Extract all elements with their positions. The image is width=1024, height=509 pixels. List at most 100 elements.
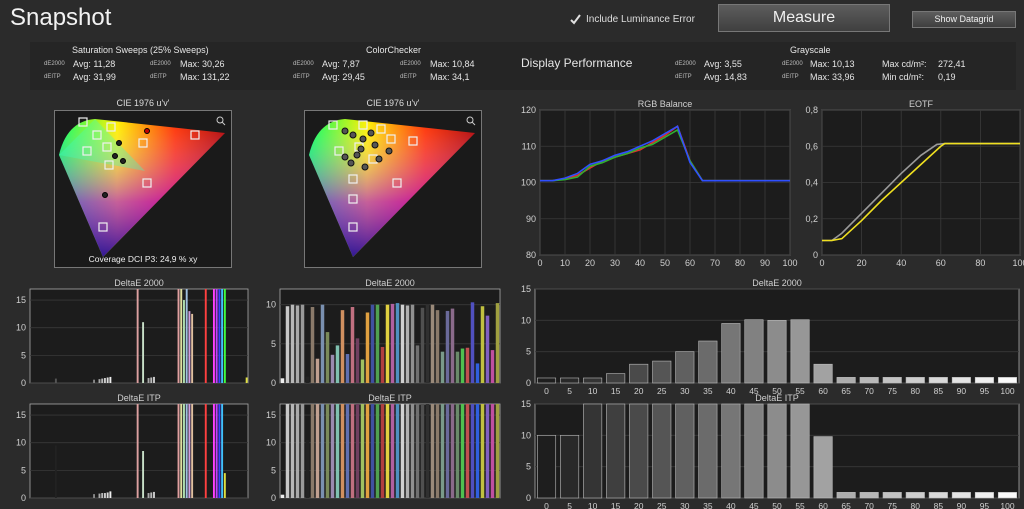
- grayitp-ytick: 15: [521, 399, 531, 409]
- satitp-bar: [54, 445, 57, 498]
- eotf-xtick: 60: [936, 258, 946, 268]
- colorchecker-title: ColorChecker: [366, 45, 422, 55]
- rgb-xtick: 10: [560, 258, 570, 268]
- ccitp-ytick: 10: [266, 438, 276, 448]
- rgb-title: RGB Balance: [638, 99, 693, 109]
- gray2000-xtick: 55: [795, 386, 805, 396]
- gray2000-bar: [859, 377, 879, 384]
- grayscale-avg-itp: Avg: 14,83: [704, 72, 747, 82]
- cc2000-bar: [350, 307, 355, 383]
- ccitp-ytick: 5: [271, 465, 276, 475]
- grayitp-bar: [813, 436, 833, 499]
- ccitp-bar: [480, 404, 485, 498]
- grayitp-bar: [698, 403, 718, 499]
- saturation-de2000-label: dE2000: [44, 61, 65, 67]
- eotf-xtick: 20: [857, 258, 867, 268]
- ccitp-bar: [380, 404, 385, 498]
- sat2000-bar: [188, 311, 191, 383]
- rgb-xtick: 90: [760, 258, 770, 268]
- satitp-bar: [93, 494, 95, 498]
- satitp-title: DeltaE ITP: [117, 393, 161, 403]
- cc2000-bar: [410, 304, 415, 383]
- cc2000-bar: [405, 305, 410, 383]
- include-luminance-label: Include Luminance Error: [586, 14, 695, 25]
- sat2000-bar: [180, 289, 183, 383]
- sat2000-bar: [223, 289, 226, 383]
- performance-summary: Saturation Sweeps (25% Sweeps) dE2000 Av…: [30, 42, 1016, 90]
- satitp-plot-area: [29, 403, 249, 499]
- ccitp-bar: [440, 404, 445, 498]
- satitp-ytick: 0: [21, 493, 26, 503]
- ccitp-bar: [360, 404, 365, 498]
- grayitp-xtick: 25: [657, 501, 667, 509]
- sat2000-bar: [93, 379, 95, 383]
- magnifier-icon[interactable]: [216, 116, 226, 126]
- grayitp-bar: [836, 492, 856, 499]
- include-luminance-toggle[interactable]: Include Luminance Error: [570, 14, 695, 25]
- rgb-chart: RGB Balance 80 90 100 110 120 0 10 20 30 40 50 60 70 8…: [521, 99, 798, 268]
- saturation-max-2000: Max: 30,26: [180, 59, 225, 69]
- cc2000-bar: [345, 354, 350, 383]
- magnifier-icon[interactable]: [466, 116, 476, 126]
- sat2000-bar: [147, 378, 150, 383]
- grayitp-bar: [675, 403, 695, 499]
- gray2000-bar: [905, 377, 925, 384]
- gray2000-xtick: 50: [772, 386, 782, 396]
- satitp-ytick: 15: [16, 410, 26, 420]
- grayitp-xtick: 40: [726, 501, 736, 509]
- cc2000-bar: [385, 304, 390, 383]
- satitp-bar: [142, 451, 145, 498]
- cc2000-bar: [355, 338, 360, 383]
- satitp-chart: DeltaE ITP 0 5 10 15: [16, 393, 249, 503]
- gray2000-bar: [606, 373, 626, 384]
- cc2000-bar: [390, 303, 395, 383]
- sat2000-bar: [153, 376, 155, 383]
- ccitp-bar: [395, 404, 400, 498]
- sat2000-bar: [109, 376, 112, 383]
- cc2000-ytick: 0: [271, 378, 276, 388]
- show-datagrid-button[interactable]: Show Datagrid: [912, 11, 1016, 28]
- sat2000-bar: [221, 289, 224, 383]
- checkmark-icon[interactable]: [570, 14, 581, 25]
- sat2000-bar: [204, 289, 207, 383]
- ccitp-bar: [335, 404, 340, 498]
- ccitp-bar: [420, 404, 425, 498]
- satitp-bar: [204, 404, 207, 498]
- satitp-bar: [215, 404, 218, 498]
- rgb-xtick: 20: [585, 258, 595, 268]
- ccitp-bar: [285, 404, 290, 498]
- gray2000-xtick: 5: [567, 386, 572, 396]
- grayitp-xtick: 35: [703, 501, 713, 509]
- cc2000-bar: [450, 308, 455, 383]
- cc2000-bar: [435, 310, 440, 383]
- rgb-ytick: 120: [521, 105, 536, 115]
- cie-left-svg: Coverage DCI P3: 24,9 % xy: [59, 116, 226, 264]
- colorchecker-deitp-label-2: dEITP: [400, 74, 417, 80]
- grayitp-xtick: 20: [634, 501, 644, 509]
- measure-button[interactable]: Measure: [718, 4, 890, 32]
- eotf-xtick: 0: [819, 258, 824, 268]
- grayitp-bar: [560, 435, 580, 499]
- colorchecker-de2000-label-2: dE2000: [400, 61, 421, 67]
- grayitp-bar: [928, 492, 948, 499]
- sat2000-bar: [101, 378, 104, 383]
- gray2000-bar: [560, 377, 580, 384]
- grayitp-xtick: 100: [1000, 501, 1014, 509]
- gray2000-bar: [652, 360, 672, 384]
- gray2000-xtick: 75: [888, 386, 898, 396]
- rgb-ytick: 80: [526, 250, 536, 260]
- gray2000-xtick: 90: [957, 386, 967, 396]
- grayitp-bar: [882, 492, 902, 499]
- satitp-bar: [109, 491, 112, 498]
- sat2000-bar: [212, 289, 215, 383]
- satitp-bar: [223, 473, 226, 498]
- ccitp-bar: [290, 404, 295, 498]
- grayscale-max-itp: Max: 33,96: [810, 72, 855, 82]
- rgb-series-2: [540, 125, 790, 182]
- sat2000-ytick: 10: [16, 323, 26, 333]
- cc2000-bar: [370, 304, 375, 383]
- ccitp-bar: [470, 404, 475, 498]
- cc2000-chart: DeltaE 2000 0 5 10: [266, 278, 501, 388]
- ccitp-chart: DeltaE ITP 0 5 10 15: [266, 393, 501, 503]
- rgb-xtick: 0: [537, 258, 542, 268]
